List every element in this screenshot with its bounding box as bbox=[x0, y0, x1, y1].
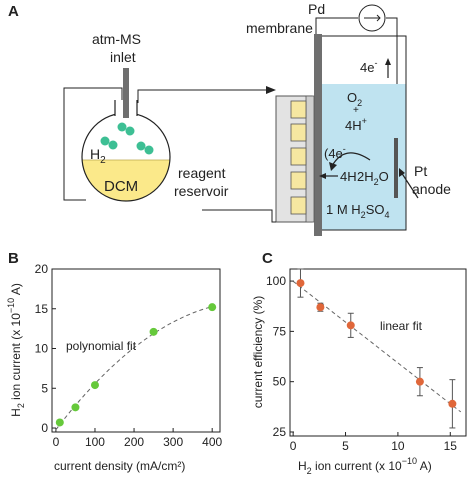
flask-gas-label: H2 bbox=[90, 146, 106, 166]
panel-c-x-tick-label: 0 bbox=[290, 439, 297, 453]
panel-c-x-tick-label: 5 bbox=[342, 439, 349, 453]
inlet-label-line1: atm-MS bbox=[92, 31, 141, 47]
panel-c-y-tick-label: 100 bbox=[266, 274, 286, 288]
panel-c-x-axis-title: H2 ion current (x 10−10 A) bbox=[298, 456, 432, 476]
circuit-wire-left bbox=[315, 17, 358, 36]
panel-c-y-tick-label: 50 bbox=[273, 375, 287, 389]
membrane-manifold bbox=[275, 95, 315, 223]
panel-b-data-point bbox=[71, 403, 80, 412]
panel-b-x-tick-label: 0 bbox=[53, 435, 60, 449]
reservoir-label-line1: reagent bbox=[178, 165, 226, 181]
panel-b-y-tick-label: 5 bbox=[41, 381, 48, 395]
reservoir-label-line2: reservoir bbox=[174, 183, 229, 199]
panel-c-y-tick-label: 25 bbox=[273, 425, 287, 439]
pt-anode bbox=[394, 138, 398, 198]
chamber-5 bbox=[290, 196, 307, 215]
panel-b-y-axis-title: H2 ion current (x 10−10 A) bbox=[6, 283, 26, 417]
panel-c-data-point bbox=[316, 303, 325, 312]
panel-b-data-point bbox=[90, 381, 99, 390]
ms-inlet-tube bbox=[123, 68, 129, 118]
chamber-3 bbox=[290, 147, 307, 166]
pd-membrane bbox=[314, 34, 322, 236]
panel-b-x-axis-title: current density (mA/cm²) bbox=[54, 459, 185, 473]
panel-c-x-tick-label: 10 bbox=[391, 439, 405, 453]
proton-curve-arrow-icon bbox=[331, 152, 371, 167]
panel-b-chart: B 0 100 200 300 400 0 5 10 15 20 polynomial fit c… bbox=[6, 250, 223, 473]
flask-liquid-label: DCM bbox=[104, 178, 138, 195]
panel-c-chart: C 0 5 10 15 25 50 75 100 linear fit H2 ion curr… bbox=[251, 250, 467, 476]
anode-label-line1: Pt bbox=[414, 163, 427, 179]
tubing bbox=[63, 86, 276, 223]
arrow-to-manifold-icon bbox=[266, 86, 276, 94]
panel-b-x-tick-label: 100 bbox=[85, 435, 105, 449]
panel-c-fit-line bbox=[292, 280, 462, 413]
panel-b-y-tick-label: 20 bbox=[35, 262, 49, 276]
electrolyte-label: 1 M H2SO4 bbox=[326, 202, 390, 220]
chamber-1 bbox=[290, 100, 307, 119]
reaction-arrows bbox=[319, 58, 419, 199]
panel-b-y-tick-label: 10 bbox=[35, 342, 49, 356]
pd-label: Pd bbox=[308, 1, 325, 17]
panel-c-data-point bbox=[448, 399, 457, 408]
panel-a: A bbox=[8, 1, 451, 236]
anode-label-line2: anode bbox=[412, 181, 451, 197]
panel-b-x-tick-label: 400 bbox=[202, 435, 222, 449]
panel-c-data-point bbox=[296, 279, 305, 288]
panel-c-data-point bbox=[346, 321, 355, 330]
inlet-label-line2: inlet bbox=[110, 49, 136, 65]
tube-to-manifold bbox=[137, 89, 270, 103]
tube-return bbox=[202, 209, 276, 223]
panel-c-y-tick-label: 75 bbox=[273, 324, 287, 338]
water-label: 2H2O bbox=[357, 169, 389, 187]
h2-bubbles bbox=[100, 122, 154, 155]
h-atoms-label: 4H bbox=[340, 169, 357, 184]
panel-b-x-tick-label: 200 bbox=[124, 435, 144, 449]
panel-b-data-point bbox=[55, 418, 64, 427]
tube-loop-left bbox=[63, 87, 123, 201]
cell-wall bbox=[322, 35, 407, 231]
panel-b-y-tick-label: 15 bbox=[35, 302, 49, 316]
ammeter-icon bbox=[358, 4, 386, 32]
panel-c-data-point bbox=[415, 377, 424, 386]
panel-b-data-point bbox=[149, 327, 158, 336]
panel-c-letter: C bbox=[262, 250, 273, 267]
panel-c-y-axis-title: current efficiency (%) bbox=[251, 296, 265, 408]
electrons-top-label: 4e- bbox=[360, 58, 377, 75]
panel-b-plot-frame bbox=[51, 268, 221, 433]
chamber-4 bbox=[290, 171, 307, 190]
protons-label: 4H+ bbox=[345, 116, 367, 133]
panel-c-x-tick-label: 15 bbox=[444, 439, 458, 453]
chamber-2 bbox=[290, 123, 307, 142]
membrane-label: membrane bbox=[246, 20, 313, 36]
panel-b-x-tick-label: 300 bbox=[163, 435, 183, 449]
electrons-mid-label: (4e- bbox=[324, 144, 346, 161]
panel-c-fit-annotation: linear fit bbox=[380, 319, 423, 333]
panel-a-letter: A bbox=[8, 3, 19, 20]
panel-b-letter: B bbox=[8, 250, 19, 267]
panel-c-plot-frame bbox=[289, 268, 467, 437]
panel-b-fit-line bbox=[55, 305, 215, 431]
o2-label: O2 bbox=[347, 90, 362, 108]
anode-pointer-arrow-icon bbox=[400, 171, 419, 199]
panel-b-y-tick-label: 0 bbox=[41, 421, 48, 435]
panel-b-fit-annotation: polynomial fit bbox=[66, 339, 137, 353]
plus-label: + bbox=[353, 105, 359, 116]
panel-b-data-point bbox=[208, 303, 217, 312]
